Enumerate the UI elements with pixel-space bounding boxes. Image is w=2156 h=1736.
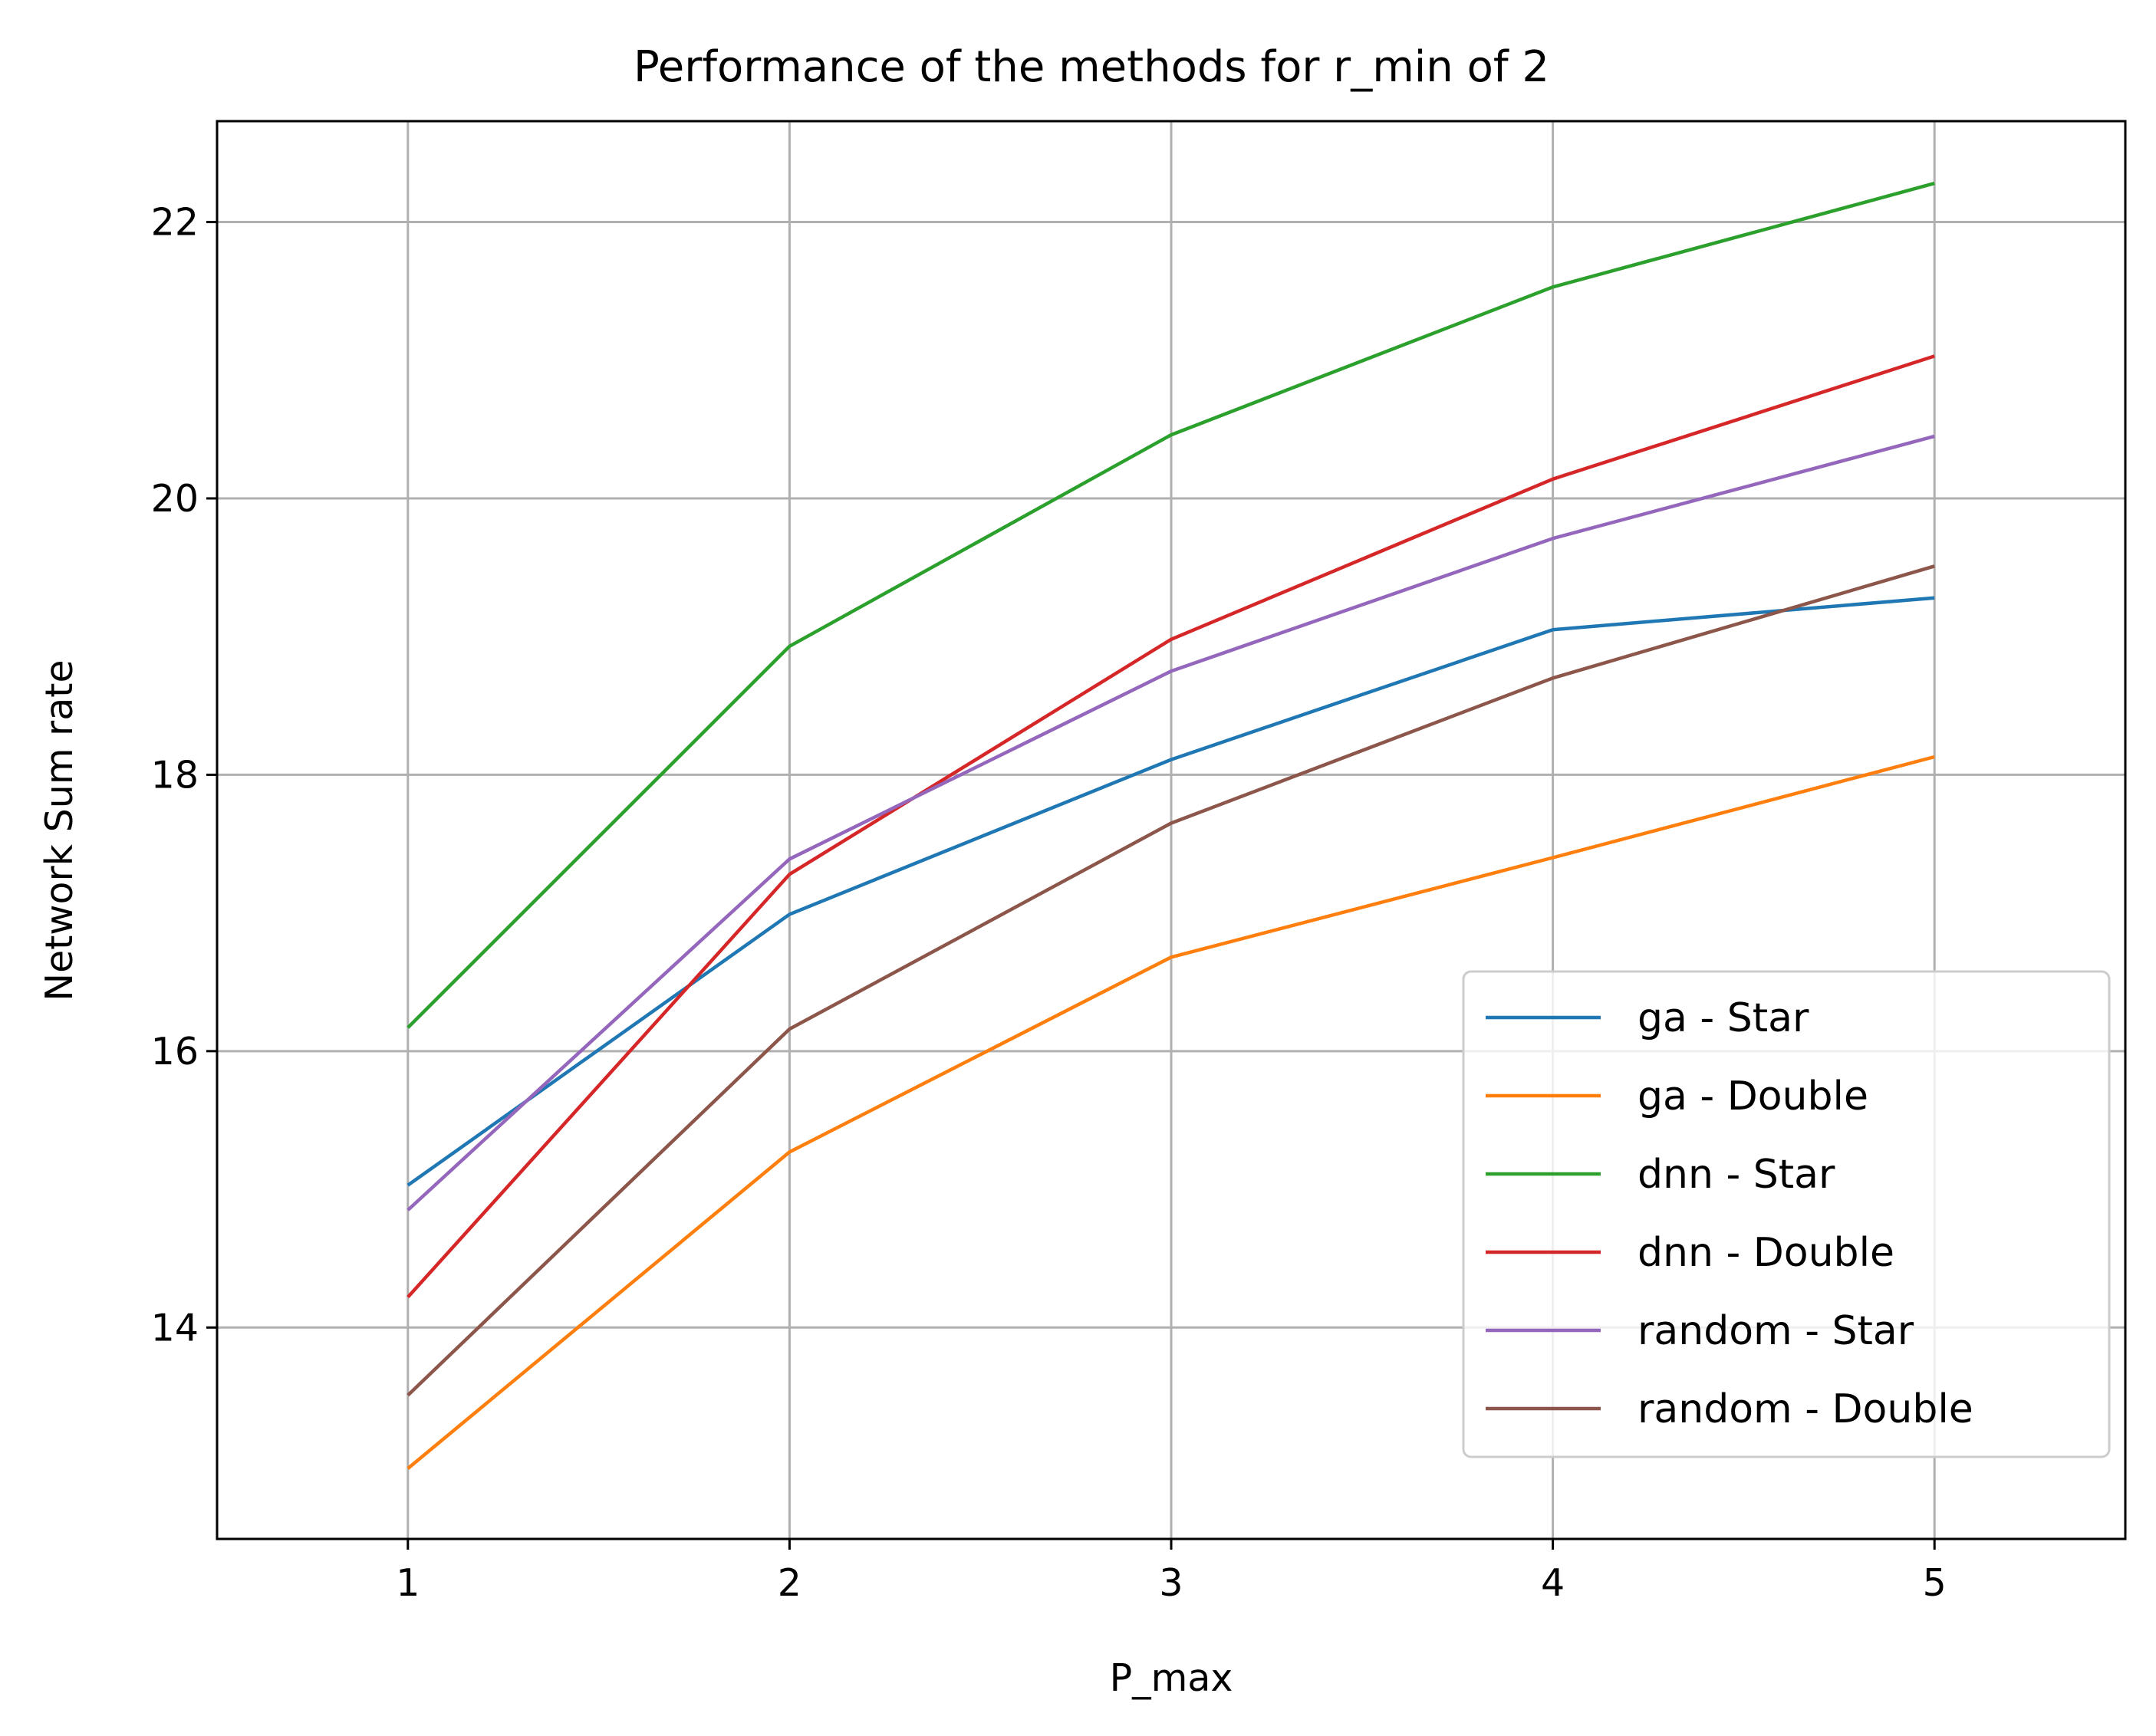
- y-tick-label: 18: [151, 753, 199, 797]
- chart-title: Performance of the methods for r_min of …: [634, 42, 1549, 92]
- x-tick-label: 3: [1159, 1561, 1183, 1605]
- y-tick-label: 22: [151, 201, 199, 245]
- series-line-ga-double: [407, 755, 1935, 1470]
- legend-label-random-double: random - Double: [1638, 1386, 1973, 1432]
- series-line-dnn-double: [407, 354, 1935, 1299]
- series-line-random-double: [407, 564, 1935, 1397]
- series-line-random-star: [407, 434, 1935, 1212]
- legend-label-dnn-double: dnn - Double: [1638, 1230, 1894, 1276]
- legend-label-random-star: random - Star: [1638, 1308, 1914, 1354]
- y-tick-label: 20: [151, 477, 199, 521]
- legend-label-dnn-star: dnn - Star: [1638, 1152, 1835, 1198]
- x-tick-label: 5: [1923, 1561, 1947, 1605]
- grid: [217, 121, 2125, 1539]
- y-tick-label: 16: [151, 1030, 199, 1073]
- x-axis-label: P_max: [1110, 1656, 1233, 1700]
- y-tick-label: 14: [151, 1306, 199, 1350]
- x-tick-label: 1: [396, 1561, 420, 1605]
- legend-label-ga-star: ga - Star: [1638, 995, 1809, 1041]
- y-axis-label: Network Sum rate: [38, 659, 81, 1001]
- y-axis-ticks: 14 16 18 20 22: [151, 201, 217, 1350]
- legend-box: [1462, 970, 2111, 1458]
- x-axis-ticks: 1 2 3 4 5: [396, 1539, 1947, 1605]
- legend: ga - Star ga - Double dnn - Star dnn - Doub…: [1462, 970, 2111, 1458]
- series-lines: [407, 181, 1935, 1470]
- x-tick-label: 2: [778, 1561, 802, 1605]
- x-tick-label: 4: [1541, 1561, 1565, 1605]
- legend-label-ga-double: ga - Double: [1638, 1073, 1868, 1120]
- series-line-ga-star: [407, 596, 1935, 1187]
- series-line-dnn-star: [407, 181, 1935, 1029]
